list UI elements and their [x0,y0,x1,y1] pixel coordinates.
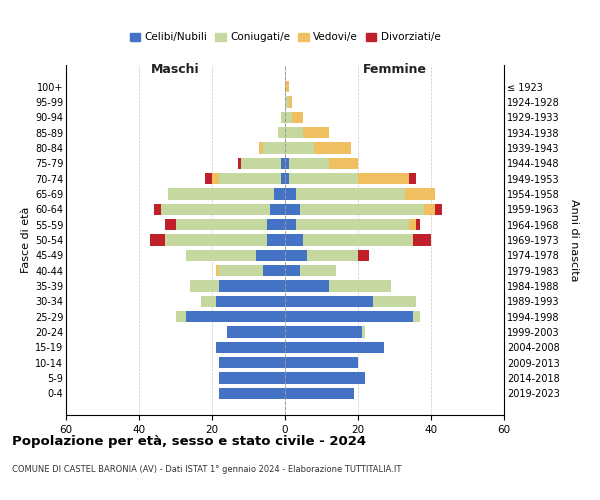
Bar [406,188,434,200]
Bar [274,188,285,200]
Bar [150,234,164,246]
Bar [373,296,416,307]
Bar [296,219,409,230]
Bar [285,342,383,353]
Bar [267,234,285,246]
Bar [285,372,365,384]
Bar [168,188,274,200]
Bar [299,265,336,276]
Bar [220,357,285,368]
Bar [281,173,285,184]
Bar [176,311,187,322]
Bar [241,158,281,169]
Bar [285,357,358,368]
Text: Femmine: Femmine [362,63,427,76]
Bar [416,219,420,230]
Y-axis label: Anni di nascita: Anni di nascita [569,198,579,281]
Bar [413,234,431,246]
Bar [285,311,413,322]
Text: Popolazione per età, sesso e stato civile - 2024: Popolazione per età, sesso e stato civil… [12,435,366,448]
Bar [285,96,289,108]
Bar [314,142,350,154]
Bar [215,342,285,353]
Bar [220,280,285,292]
Bar [215,265,220,276]
Legend: Celibi/Nubili, Coniugati/e, Vedovi/e, Divorziati/e: Celibi/Nubili, Coniugati/e, Vedovi/e, Di… [125,28,445,46]
Bar [215,296,285,307]
Bar [164,219,176,230]
Bar [281,112,285,123]
Bar [303,127,329,138]
Bar [263,142,285,154]
Bar [220,372,285,384]
Bar [329,280,391,292]
Bar [296,188,406,200]
Bar [220,265,263,276]
Bar [285,112,292,123]
Bar [271,204,285,215]
Bar [227,326,285,338]
Bar [267,219,285,230]
Bar [205,173,212,184]
Bar [358,250,369,261]
Bar [289,158,329,169]
Bar [187,311,285,322]
Bar [285,173,289,184]
Text: Maschi: Maschi [151,63,200,76]
Bar [362,326,365,338]
Bar [263,265,285,276]
Bar [285,158,289,169]
Bar [285,142,314,154]
Bar [154,204,161,215]
Bar [285,280,329,292]
Text: COMUNE DI CASTEL BARONIA (AV) - Dati ISTAT 1° gennaio 2024 - Elaborazione TUTTIT: COMUNE DI CASTEL BARONIA (AV) - Dati IST… [12,465,401,474]
Bar [212,173,220,184]
Bar [238,158,241,169]
Bar [285,81,289,92]
Bar [289,96,292,108]
Bar [161,204,271,215]
Bar [285,296,373,307]
Bar [358,173,409,184]
Bar [285,388,355,399]
Bar [292,112,303,123]
Bar [285,204,299,215]
Bar [220,173,281,184]
Bar [164,234,267,246]
Bar [303,234,413,246]
Bar [259,142,263,154]
Bar [285,234,303,246]
Bar [424,204,434,215]
Bar [278,127,285,138]
Bar [289,173,358,184]
Bar [329,158,358,169]
Bar [281,158,285,169]
Bar [299,204,424,215]
Bar [409,173,416,184]
Bar [220,388,285,399]
Bar [190,280,220,292]
Bar [285,250,307,261]
Y-axis label: Fasce di età: Fasce di età [20,207,31,273]
Bar [285,188,296,200]
Bar [413,311,420,322]
Bar [285,326,362,338]
Bar [285,219,296,230]
Bar [434,204,442,215]
Bar [285,127,303,138]
Bar [176,219,267,230]
Bar [187,250,256,261]
Bar [285,265,299,276]
Bar [409,219,416,230]
Bar [307,250,358,261]
Bar [256,250,285,261]
Bar [201,296,215,307]
